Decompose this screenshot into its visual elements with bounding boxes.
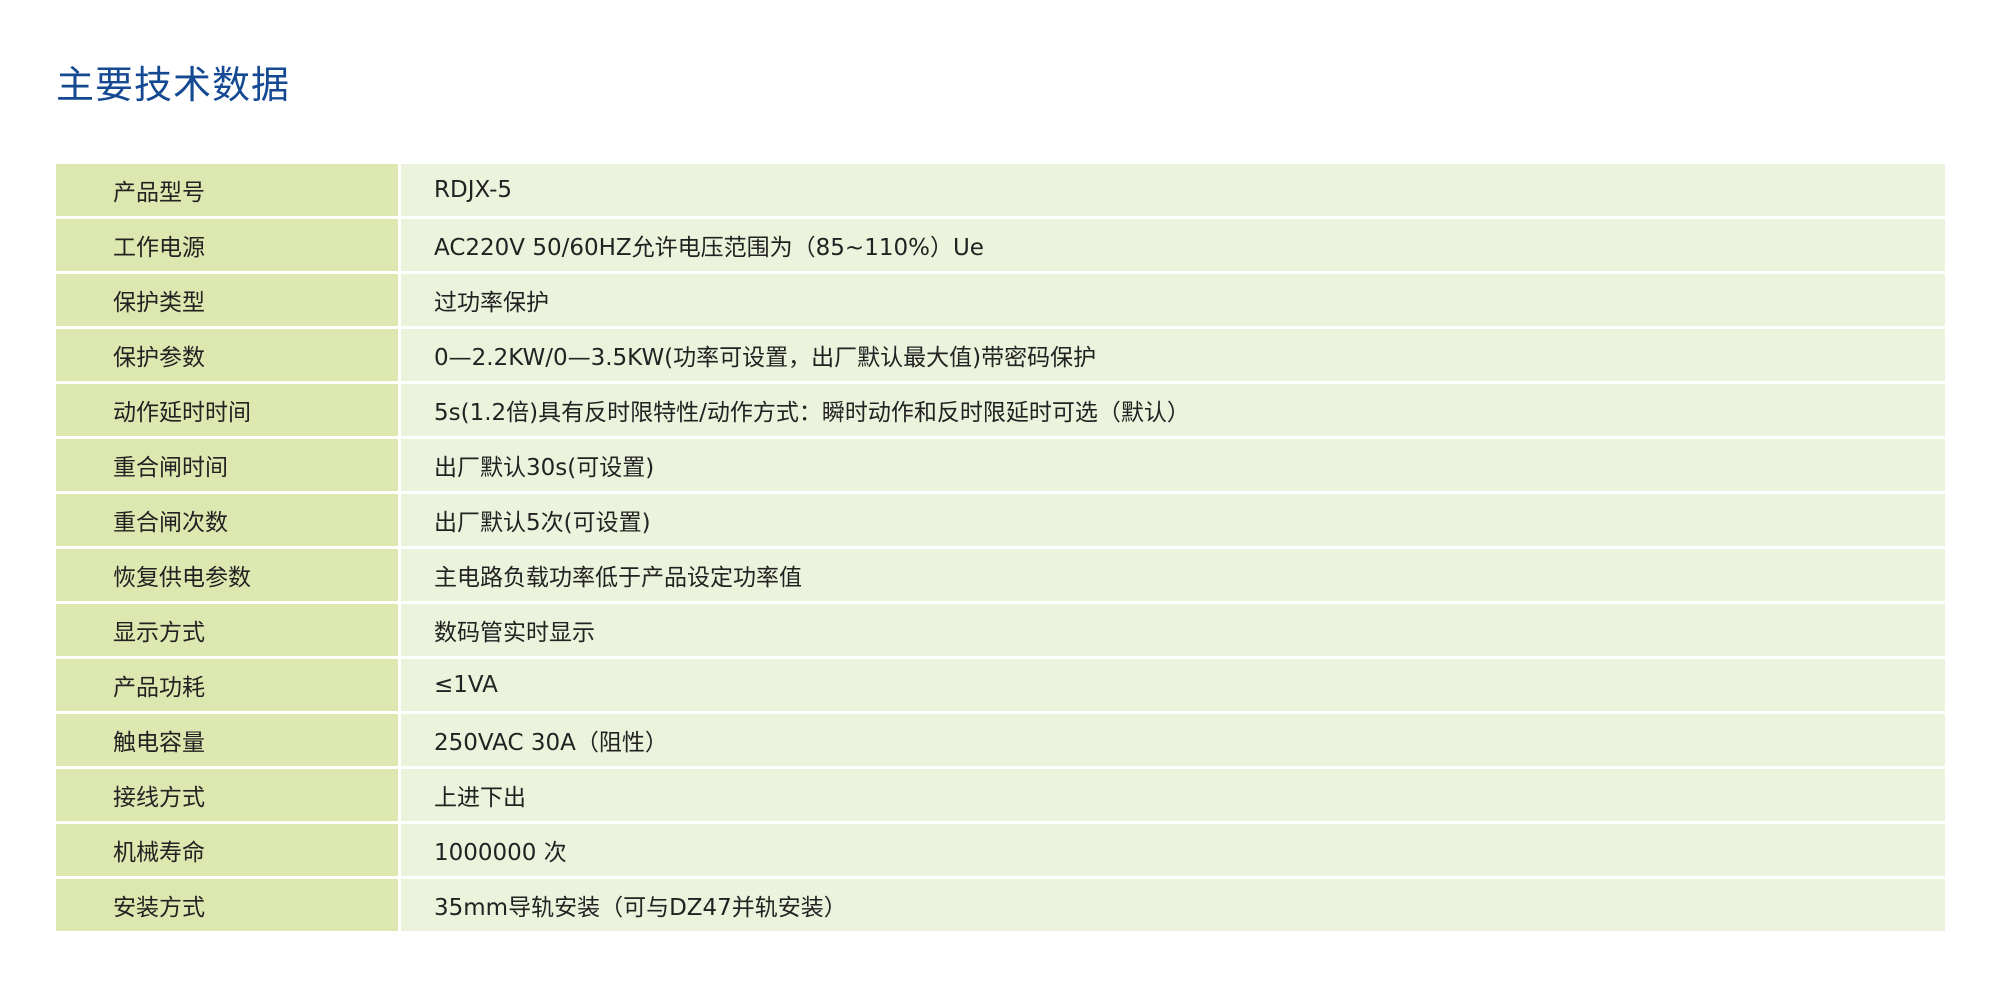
row-label: 显示方式 [56, 604, 398, 656]
row-label: 产品功耗 [56, 659, 398, 711]
row-value: 上进下出 [401, 769, 1945, 821]
row-label: 机械寿命 [56, 824, 398, 876]
table-row: 动作延时时间 5s(1.2倍)具有反时限特性/动作方式：瞬时动作和反时限延时可选（… [56, 384, 1945, 436]
row-value: 主电路负载功率低于产品设定功率值 [401, 549, 1945, 601]
table-row: 工作电源 AC220V 50/60HZ允许电压范围为（85~110%）Ue [56, 219, 1945, 271]
row-label: 触电容量 [56, 714, 398, 766]
spec-table: 产品型号 RDJX-5 工作电源 AC220V 50/60HZ允许电压范围为（85~1… [56, 164, 1945, 934]
row-value: AC220V 50/60HZ允许电压范围为（85~110%）Ue [401, 219, 1945, 271]
row-label: 保护参数 [56, 329, 398, 381]
row-value: RDJX-5 [401, 164, 1945, 216]
row-value: 出厂默认5次(可设置) [401, 494, 1945, 546]
table-row: 显示方式 数码管实时显示 [56, 604, 1945, 656]
row-value: 1000000 次 [401, 824, 1945, 876]
row-label: 工作电源 [56, 219, 398, 271]
row-value: 5s(1.2倍)具有反时限特性/动作方式：瞬时动作和反时限延时可选（默认） [401, 384, 1945, 436]
row-value: 过功率保护 [401, 274, 1945, 326]
row-value: 数码管实时显示 [401, 604, 1945, 656]
row-label: 产品型号 [56, 164, 398, 216]
table-row: 产品型号 RDJX-5 [56, 164, 1945, 216]
table-row: 保护参数 0—2.2KW/0—3.5KW(功率可设置，出厂默认最大值)带密码保护 [56, 329, 1945, 381]
table-row: 重合闸时间 出厂默认30s(可设置) [56, 439, 1945, 491]
page-title: 主要技术数据 [56, 63, 291, 107]
row-label: 保护类型 [56, 274, 398, 326]
row-value: 35mm导轨安装（可与DZ47并轨安装） [401, 879, 1945, 931]
row-label: 重合闸次数 [56, 494, 398, 546]
row-value: 250VAC 30A（阻性） [401, 714, 1945, 766]
table-row: 重合闸次数 出厂默认5次(可设置) [56, 494, 1945, 546]
table-row: 安装方式 35mm导轨安装（可与DZ47并轨安装） [56, 879, 1945, 931]
row-label: 动作延时时间 [56, 384, 398, 436]
table-row: 触电容量 250VAC 30A（阻性） [56, 714, 1945, 766]
row-label: 恢复供电参数 [56, 549, 398, 601]
row-value: 出厂默认30s(可设置) [401, 439, 1945, 491]
row-label: 接线方式 [56, 769, 398, 821]
table-row: 恢复供电参数 主电路负载功率低于产品设定功率值 [56, 549, 1945, 601]
table-row: 机械寿命 1000000 次 [56, 824, 1945, 876]
row-label: 重合闸时间 [56, 439, 398, 491]
table-row: 保护类型 过功率保护 [56, 274, 1945, 326]
row-value: 0—2.2KW/0—3.5KW(功率可设置，出厂默认最大值)带密码保护 [401, 329, 1945, 381]
row-value: ≤1VA [401, 659, 1945, 711]
row-label: 安装方式 [56, 879, 398, 931]
table-row: 接线方式 上进下出 [56, 769, 1945, 821]
table-row: 产品功耗 ≤1VA [56, 659, 1945, 711]
